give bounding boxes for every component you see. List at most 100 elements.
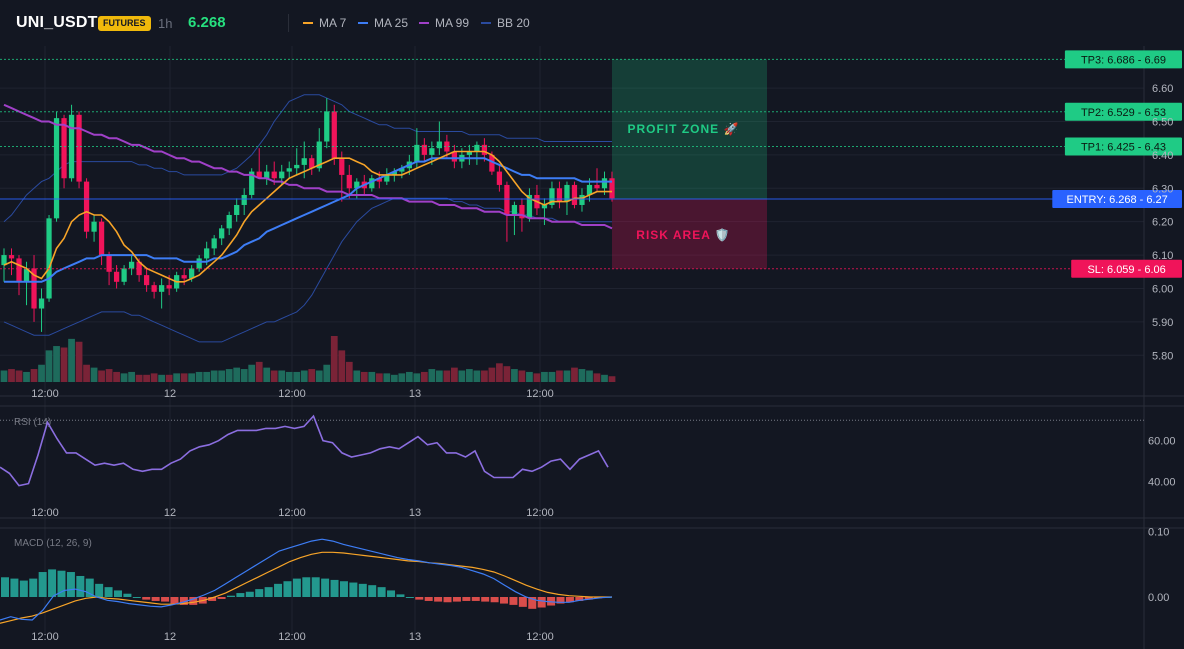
candle-body [346, 174, 352, 189]
macd-histogram-bar [321, 578, 330, 597]
price-tick-label: 6.10 [1152, 250, 1173, 262]
macd-histogram-bar [142, 597, 151, 600]
timeframe-label[interactable]: 1h [158, 16, 173, 31]
macd-histogram-bar [208, 597, 217, 601]
volume-bar [113, 371, 120, 382]
ma7-swatch [303, 21, 313, 24]
volume-bar [563, 370, 571, 382]
volume-bar [586, 370, 593, 382]
macd-histogram-bar [236, 593, 245, 597]
candle-body [354, 181, 360, 189]
rsi-line [0, 414, 609, 487]
legend-ma99[interactable]: MA 99 [419, 16, 469, 30]
volume-bar [195, 371, 203, 382]
level-label-entry: ENTRY: 6.268 - 6.27 [1066, 194, 1167, 206]
macd-pane[interactable]: MACD (12, 26, 9) 0.10 0.00 [0, 526, 1169, 624]
bb-lower-line [3, 197, 612, 343]
bb-upper-line [3, 94, 612, 223]
macd-histogram-bar [528, 597, 537, 609]
candle-body [609, 178, 615, 199]
volume-bar [8, 369, 15, 382]
macd-histogram-bar [66, 572, 75, 597]
candle-body [489, 154, 495, 172]
macd-histogram-bar [377, 587, 386, 597]
price-tick-label: 6.00 [1152, 283, 1173, 295]
macd-histogram-bar [405, 597, 414, 598]
profit-zone [612, 59, 767, 199]
legend-bb20[interactable]: BB 20 [481, 16, 530, 30]
time-tick-label: 13 [409, 631, 421, 643]
macd-line [0, 538, 613, 621]
macd-histogram-bar [255, 589, 264, 597]
volume-bar [300, 370, 308, 382]
candle-body [496, 171, 503, 185]
volume-bar [203, 371, 211, 382]
volume-bar [443, 370, 451, 382]
legend-ma7[interactable]: MA 7 [303, 16, 346, 30]
candle-body [31, 268, 37, 309]
time-tick-label: 13 [409, 507, 421, 519]
price-tick-label: 5.80 [1152, 350, 1173, 362]
price-tick-label: 6.30 [1152, 183, 1173, 195]
macd-histogram-bar [424, 597, 433, 601]
volume-bar [158, 374, 166, 382]
candle-body [511, 204, 518, 215]
volume-bar [511, 369, 518, 382]
level-tag-tp [1064, 102, 1182, 121]
axes: 6.60 6.50 6.40 6.30 6.20 6.10 6.00 5.90 5.80 12:0… [31, 83, 1173, 643]
symbol-name[interactable]: UNI_USDT [16, 14, 98, 31]
candle-body [286, 168, 292, 172]
macd-histogram-bar [1, 577, 10, 597]
ma25-swatch [358, 21, 368, 24]
volume-bar [53, 346, 60, 382]
rsi-pane[interactable]: RSI (14) 60.00 40.00 [0, 414, 1176, 489]
volume-bar [556, 370, 563, 382]
volume-bar [360, 371, 368, 382]
time-tick-label: 12:00 [278, 631, 306, 643]
candle-body [271, 171, 277, 179]
volume-bar [188, 373, 196, 382]
risk-zone [612, 198, 767, 269]
candle-body [391, 171, 397, 175]
level-tag-tp [1064, 137, 1182, 156]
candle-body [526, 194, 533, 219]
level-label-sl: SL: 6.059 - 6.06 [1087, 264, 1165, 276]
volume-bar [390, 374, 398, 382]
volume-bar [60, 347, 68, 382]
volume-bar [225, 369, 233, 382]
macd-histogram-bar [10, 578, 19, 597]
volume-bar [375, 373, 383, 382]
candle-body [16, 258, 22, 282]
ma25-line [4, 157, 612, 283]
volume-bar [90, 367, 98, 382]
candle-body [151, 285, 157, 292]
candle-body [376, 178, 382, 182]
volume-bar [38, 364, 45, 382]
candle-body [159, 285, 165, 292]
macd-histogram-bar [274, 583, 283, 597]
volume-bar [330, 336, 338, 382]
macd-title: MACD (12, 26, 9) [14, 538, 92, 549]
time-tick-label: 12:00 [278, 507, 306, 519]
candle-body [601, 178, 608, 189]
candle-body [249, 171, 255, 195]
candle-body [504, 184, 510, 215]
candle-body [234, 204, 240, 215]
candle-body [309, 158, 315, 169]
legend-ma25[interactable]: MA 25 [358, 16, 408, 30]
volume-bar [345, 361, 353, 382]
macd-histogram-bar [283, 581, 292, 597]
volume-bar [578, 369, 586, 382]
volume-bar [128, 371, 135, 382]
volume-bar [120, 373, 128, 382]
candle-body [316, 141, 322, 169]
time-tick-label: 12:00 [526, 631, 554, 643]
volume-bar [293, 371, 301, 382]
volume-bar [405, 371, 413, 382]
candle-body [83, 181, 90, 232]
ma99-line [3, 103, 613, 230]
volume-bar [601, 374, 608, 382]
candle-body [136, 261, 142, 276]
price-pane[interactable]: PROFIT ZONE 🚀 RISK AREA 🛡️ TP3: 6.686 - 6.… [0, 50, 1182, 382]
